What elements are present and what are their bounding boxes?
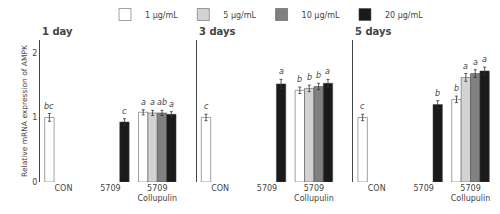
svg-text:c: c bbox=[360, 102, 365, 111]
svg-text:3 days: 3 days bbox=[199, 26, 236, 37]
svg-text:1 day: 1 day bbox=[42, 26, 73, 37]
svg-text:CON: CON bbox=[368, 184, 386, 193]
svg-text:a: a bbox=[482, 55, 487, 64]
svg-text:2: 2 bbox=[32, 49, 37, 58]
svg-text:5709Collupulin: 5709Collupulin bbox=[137, 184, 177, 203]
svg-text:0: 0 bbox=[32, 178, 37, 187]
svg-text:b: b bbox=[454, 84, 459, 93]
svg-text:b: b bbox=[435, 89, 440, 98]
svg-text:1: 1 bbox=[32, 113, 37, 122]
svg-text:a: a bbox=[279, 67, 284, 76]
svg-text:5 µg/mL: 5 µg/mL bbox=[223, 11, 256, 20]
svg-text:5709: 5709 bbox=[100, 184, 120, 193]
svg-text:5709Collupulin: 5709Collupulin bbox=[451, 184, 491, 203]
svg-text:5709: 5709 bbox=[257, 184, 277, 193]
svg-text:c: c bbox=[122, 107, 127, 116]
svg-text:10 µg/mL: 10 µg/mL bbox=[302, 11, 340, 20]
svg-text:20 µg/mL: 20 µg/mL bbox=[385, 11, 423, 20]
svg-text:a: a bbox=[150, 98, 155, 107]
svg-text:bc: bc bbox=[44, 102, 54, 111]
svg-text:b: b bbox=[297, 75, 302, 84]
svg-text:a: a bbox=[169, 100, 174, 109]
svg-text:5709Collupulin: 5709Collupulin bbox=[294, 184, 334, 203]
svg-text:a: a bbox=[141, 98, 146, 107]
svg-text:b: b bbox=[307, 73, 312, 82]
svg-text:ab: ab bbox=[157, 98, 167, 107]
svg-text:b: b bbox=[316, 71, 321, 80]
svg-text:5 days: 5 days bbox=[355, 26, 392, 37]
svg-text:CON: CON bbox=[55, 184, 73, 193]
svg-text:a: a bbox=[473, 58, 478, 67]
svg-text:1 µg/mL: 1 µg/mL bbox=[145, 11, 178, 20]
svg-text:a: a bbox=[325, 67, 330, 76]
svg-text:a: a bbox=[463, 62, 468, 71]
svg-text:Relative mRNA expression of AM: Relative mRNA expression of AMPK bbox=[20, 44, 29, 177]
svg-text:CON: CON bbox=[211, 184, 229, 193]
svg-text:c: c bbox=[204, 102, 209, 111]
svg-text:5709: 5709 bbox=[413, 184, 433, 193]
